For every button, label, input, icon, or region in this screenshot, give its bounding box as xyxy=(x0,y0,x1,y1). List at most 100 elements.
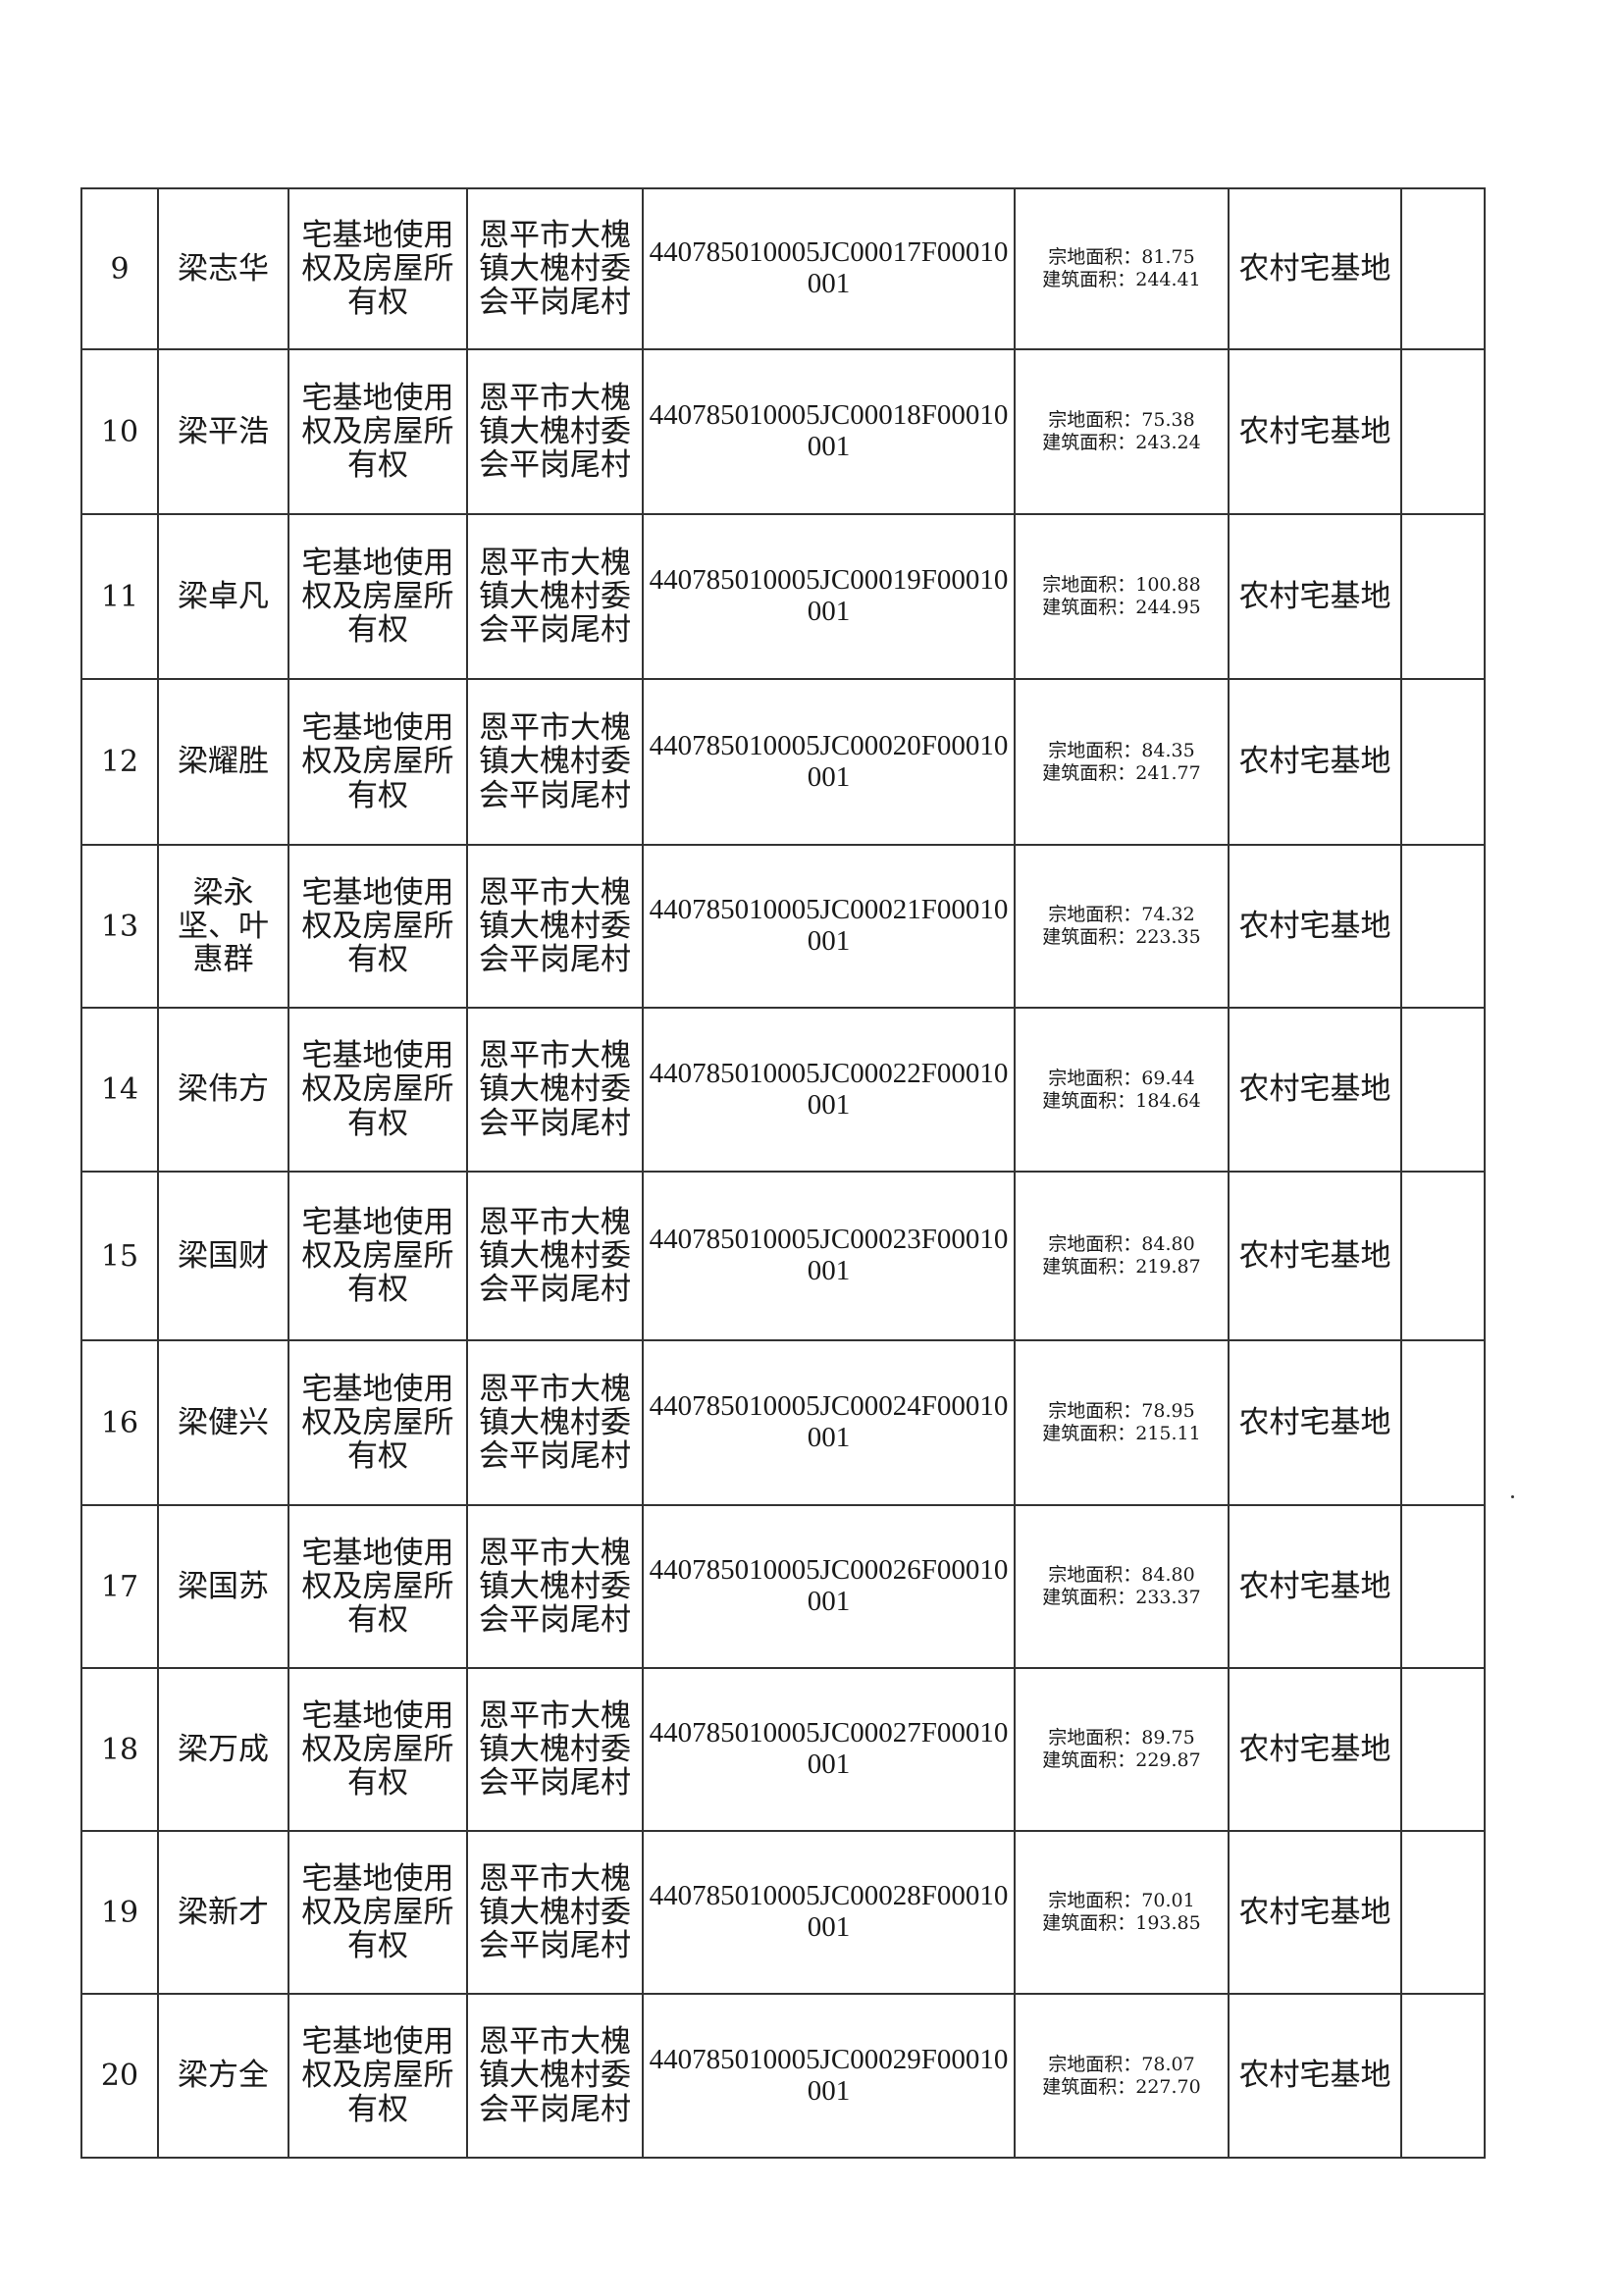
building-area: 建筑面积：244.41 xyxy=(1042,269,1201,290)
right-type-cell: 宅基地使用权及房屋所有权 xyxy=(288,678,468,846)
table-row: 14 梁伟方 宅基地使用权及房屋所有权 恩平市大槐镇大槐村委会平岗尾村 44078501… xyxy=(80,1007,1486,1173)
table-row: 10 梁平浩 宅基地使用权及房屋所有权 恩平市大槐镇大槐村委会平岗尾村 44078501… xyxy=(80,348,1486,515)
location-cell: 恩平市大槐镇大槐村委会平岗尾村 xyxy=(466,1007,644,1173)
unit-code-cell: 440785010005JC00026F00010001 xyxy=(642,1504,1016,1669)
unit-code-cell: 440785010005JC00028F00010001 xyxy=(642,1830,1016,1995)
right-type-cell: 宅基地使用权及房屋所有权 xyxy=(288,1504,468,1669)
unit-code-cell: 440785010005JC00017F00010001 xyxy=(642,187,1016,350)
land-use-cell: 农村宅基地 xyxy=(1228,1667,1402,1832)
land-area: 宗地面积：89.75 xyxy=(1048,1727,1195,1749)
area-cell: 宗地面积：84.80 建筑面积：219.87 xyxy=(1014,1171,1230,1341)
owner-name-cell: 梁卓凡 xyxy=(157,513,289,680)
land-use-cell: 农村宅基地 xyxy=(1228,1830,1402,1995)
area-cell: 宗地面积：84.35 建筑面积：241.77 xyxy=(1014,678,1230,846)
area-cell: 宗地面积：100.88 建筑面积：244.95 xyxy=(1014,513,1230,680)
note-cell xyxy=(1400,1830,1486,1995)
location-cell: 恩平市大槐镇大槐村委会平岗尾村 xyxy=(466,1339,644,1506)
unit-code-cell: 440785010005JC00018F00010001 xyxy=(642,348,1016,515)
table-row: 19 梁新才 宅基地使用权及房屋所有权 恩平市大槐镇大槐村委会平岗尾村 44078501… xyxy=(80,1830,1486,1995)
building-area: 建筑面积：229.87 xyxy=(1042,1749,1201,1771)
building-area: 建筑面积：241.77 xyxy=(1042,761,1201,784)
table-row: 18 梁万成 宅基地使用权及房屋所有权 恩平市大槐镇大槐村委会平岗尾村 44078501… xyxy=(80,1667,1486,1832)
row-index-cell: 20 xyxy=(80,1993,159,2159)
right-type-cell: 宅基地使用权及房屋所有权 xyxy=(288,1667,468,1832)
owner-name-cell: 梁健兴 xyxy=(157,1339,289,1506)
table-row: 16 梁健兴 宅基地使用权及房屋所有权 恩平市大槐镇大槐村委会平岗尾村 44078501… xyxy=(80,1339,1486,1506)
right-type-cell: 宅基地使用权及房屋所有权 xyxy=(288,1993,468,2159)
area-cell: 宗地面积：75.38 建筑面积：243.24 xyxy=(1014,348,1230,515)
row-index-cell: 15 xyxy=(80,1171,159,1341)
land-area: 宗地面积：100.88 xyxy=(1042,574,1201,597)
area-cell: 宗地面积：89.75 建筑面积：229.87 xyxy=(1014,1667,1230,1832)
row-index-cell: 9 xyxy=(80,187,159,350)
note-cell xyxy=(1400,1667,1486,1832)
location-cell: 恩平市大槐镇大槐村委会平岗尾村 xyxy=(466,1667,644,1832)
land-use-cell: 农村宅基地 xyxy=(1228,1007,1402,1173)
property-table: 9 梁志华 宅基地使用权及房屋所有权 恩平市大槐镇大槐村委会平岗尾村 440785010… xyxy=(80,187,1486,2159)
area-cell: 宗地面积：70.01 建筑面积：193.85 xyxy=(1014,1830,1230,1995)
land-use-cell: 农村宅基地 xyxy=(1228,1171,1402,1341)
area-cell: 宗地面积：74.32 建筑面积：223.35 xyxy=(1014,844,1230,1009)
area-cell: 宗地面积：69.44 建筑面积：184.64 xyxy=(1014,1007,1230,1173)
table-row: 13 梁永坚、叶惠群 宅基地使用权及房屋所有权 恩平市大槐镇大槐村委会平岗尾村 4407… xyxy=(80,844,1486,1009)
table-row: 20 梁方全 宅基地使用权及房屋所有权 恩平市大槐镇大槐村委会平岗尾村 44078501… xyxy=(80,1993,1486,2159)
unit-code-cell: 440785010005JC00027F00010001 xyxy=(642,1667,1016,1832)
building-area: 建筑面积：233.37 xyxy=(1042,1587,1201,1608)
right-type-cell: 宅基地使用权及房屋所有权 xyxy=(288,1339,468,1506)
row-index-cell: 16 xyxy=(80,1339,159,1506)
right-type-cell: 宅基地使用权及房屋所有权 xyxy=(288,1007,468,1173)
building-area: 建筑面积：219.87 xyxy=(1042,1256,1201,1278)
land-area: 宗地面积：74.32 xyxy=(1048,904,1195,926)
land-use-cell: 农村宅基地 xyxy=(1228,187,1402,350)
owner-name-cell: 梁国财 xyxy=(157,1171,289,1341)
row-index-cell: 12 xyxy=(80,678,159,846)
land-use-cell: 农村宅基地 xyxy=(1228,678,1402,846)
land-use-cell: 农村宅基地 xyxy=(1228,1504,1402,1669)
land-use-cell: 农村宅基地 xyxy=(1228,1339,1402,1506)
row-index-cell: 14 xyxy=(80,1007,159,1173)
location-cell: 恩平市大槐镇大槐村委会平岗尾村 xyxy=(466,513,644,680)
land-area: 宗地面积：81.75 xyxy=(1048,246,1195,269)
scan-speck xyxy=(1511,1495,1514,1498)
right-type-cell: 宅基地使用权及房屋所有权 xyxy=(288,513,468,680)
unit-code-cell: 440785010005JC00020F00010001 xyxy=(642,678,1016,846)
row-index-cell: 19 xyxy=(80,1830,159,1995)
row-index-cell: 18 xyxy=(80,1667,159,1832)
table-row: 12 梁耀胜 宅基地使用权及房屋所有权 恩平市大槐镇大槐村委会平岗尾村 44078501… xyxy=(80,678,1486,846)
building-area: 建筑面积：243.24 xyxy=(1042,432,1201,453)
note-cell xyxy=(1400,1993,1486,2159)
location-cell: 恩平市大槐镇大槐村委会平岗尾村 xyxy=(466,1171,644,1341)
location-cell: 恩平市大槐镇大槐村委会平岗尾村 xyxy=(466,844,644,1009)
owner-name-cell: 梁万成 xyxy=(157,1667,289,1832)
unit-code-cell: 440785010005JC00023F00010001 xyxy=(642,1171,1016,1341)
building-area: 建筑面积：215.11 xyxy=(1042,1423,1201,1444)
row-index-cell: 10 xyxy=(80,348,159,515)
land-area: 宗地面积：84.35 xyxy=(1048,739,1195,761)
building-area: 建筑面积：184.64 xyxy=(1042,1089,1201,1112)
land-use-cell: 农村宅基地 xyxy=(1228,844,1402,1009)
building-area: 建筑面积：244.95 xyxy=(1042,597,1201,618)
owner-name-cell: 梁耀胜 xyxy=(157,678,289,846)
owner-name-cell: 梁国苏 xyxy=(157,1504,289,1669)
table-row: 17 梁国苏 宅基地使用权及房屋所有权 恩平市大槐镇大槐村委会平岗尾村 44078501… xyxy=(80,1504,1486,1669)
right-type-cell: 宅基地使用权及房屋所有权 xyxy=(288,1830,468,1995)
note-cell xyxy=(1400,1504,1486,1669)
unit-code-cell: 440785010005JC00021F00010001 xyxy=(642,844,1016,1009)
note-cell xyxy=(1400,348,1486,515)
owner-name-cell: 梁新才 xyxy=(157,1830,289,1995)
land-area: 宗地面积：78.07 xyxy=(1048,2053,1195,2075)
area-cell: 宗地面积：78.95 建筑面积：215.11 xyxy=(1014,1339,1230,1506)
land-use-cell: 农村宅基地 xyxy=(1228,1993,1402,2159)
building-area: 建筑面积：193.85 xyxy=(1042,1912,1201,1934)
land-use-cell: 农村宅基地 xyxy=(1228,513,1402,680)
owner-name-cell: 梁平浩 xyxy=(157,348,289,515)
location-cell: 恩平市大槐镇大槐村委会平岗尾村 xyxy=(466,1504,644,1669)
building-area: 建筑面积：223.35 xyxy=(1042,926,1201,948)
unit-code-cell: 440785010005JC00022F00010001 xyxy=(642,1007,1016,1173)
land-area: 宗地面积：84.80 xyxy=(1048,1564,1195,1587)
row-index-cell: 11 xyxy=(80,513,159,680)
location-cell: 恩平市大槐镇大槐村委会平岗尾村 xyxy=(466,678,644,846)
right-type-cell: 宅基地使用权及房屋所有权 xyxy=(288,187,468,350)
location-cell: 恩平市大槐镇大槐村委会平岗尾村 xyxy=(466,187,644,350)
table-row: 9 梁志华 宅基地使用权及房屋所有权 恩平市大槐镇大槐村委会平岗尾村 440785010… xyxy=(80,187,1486,350)
